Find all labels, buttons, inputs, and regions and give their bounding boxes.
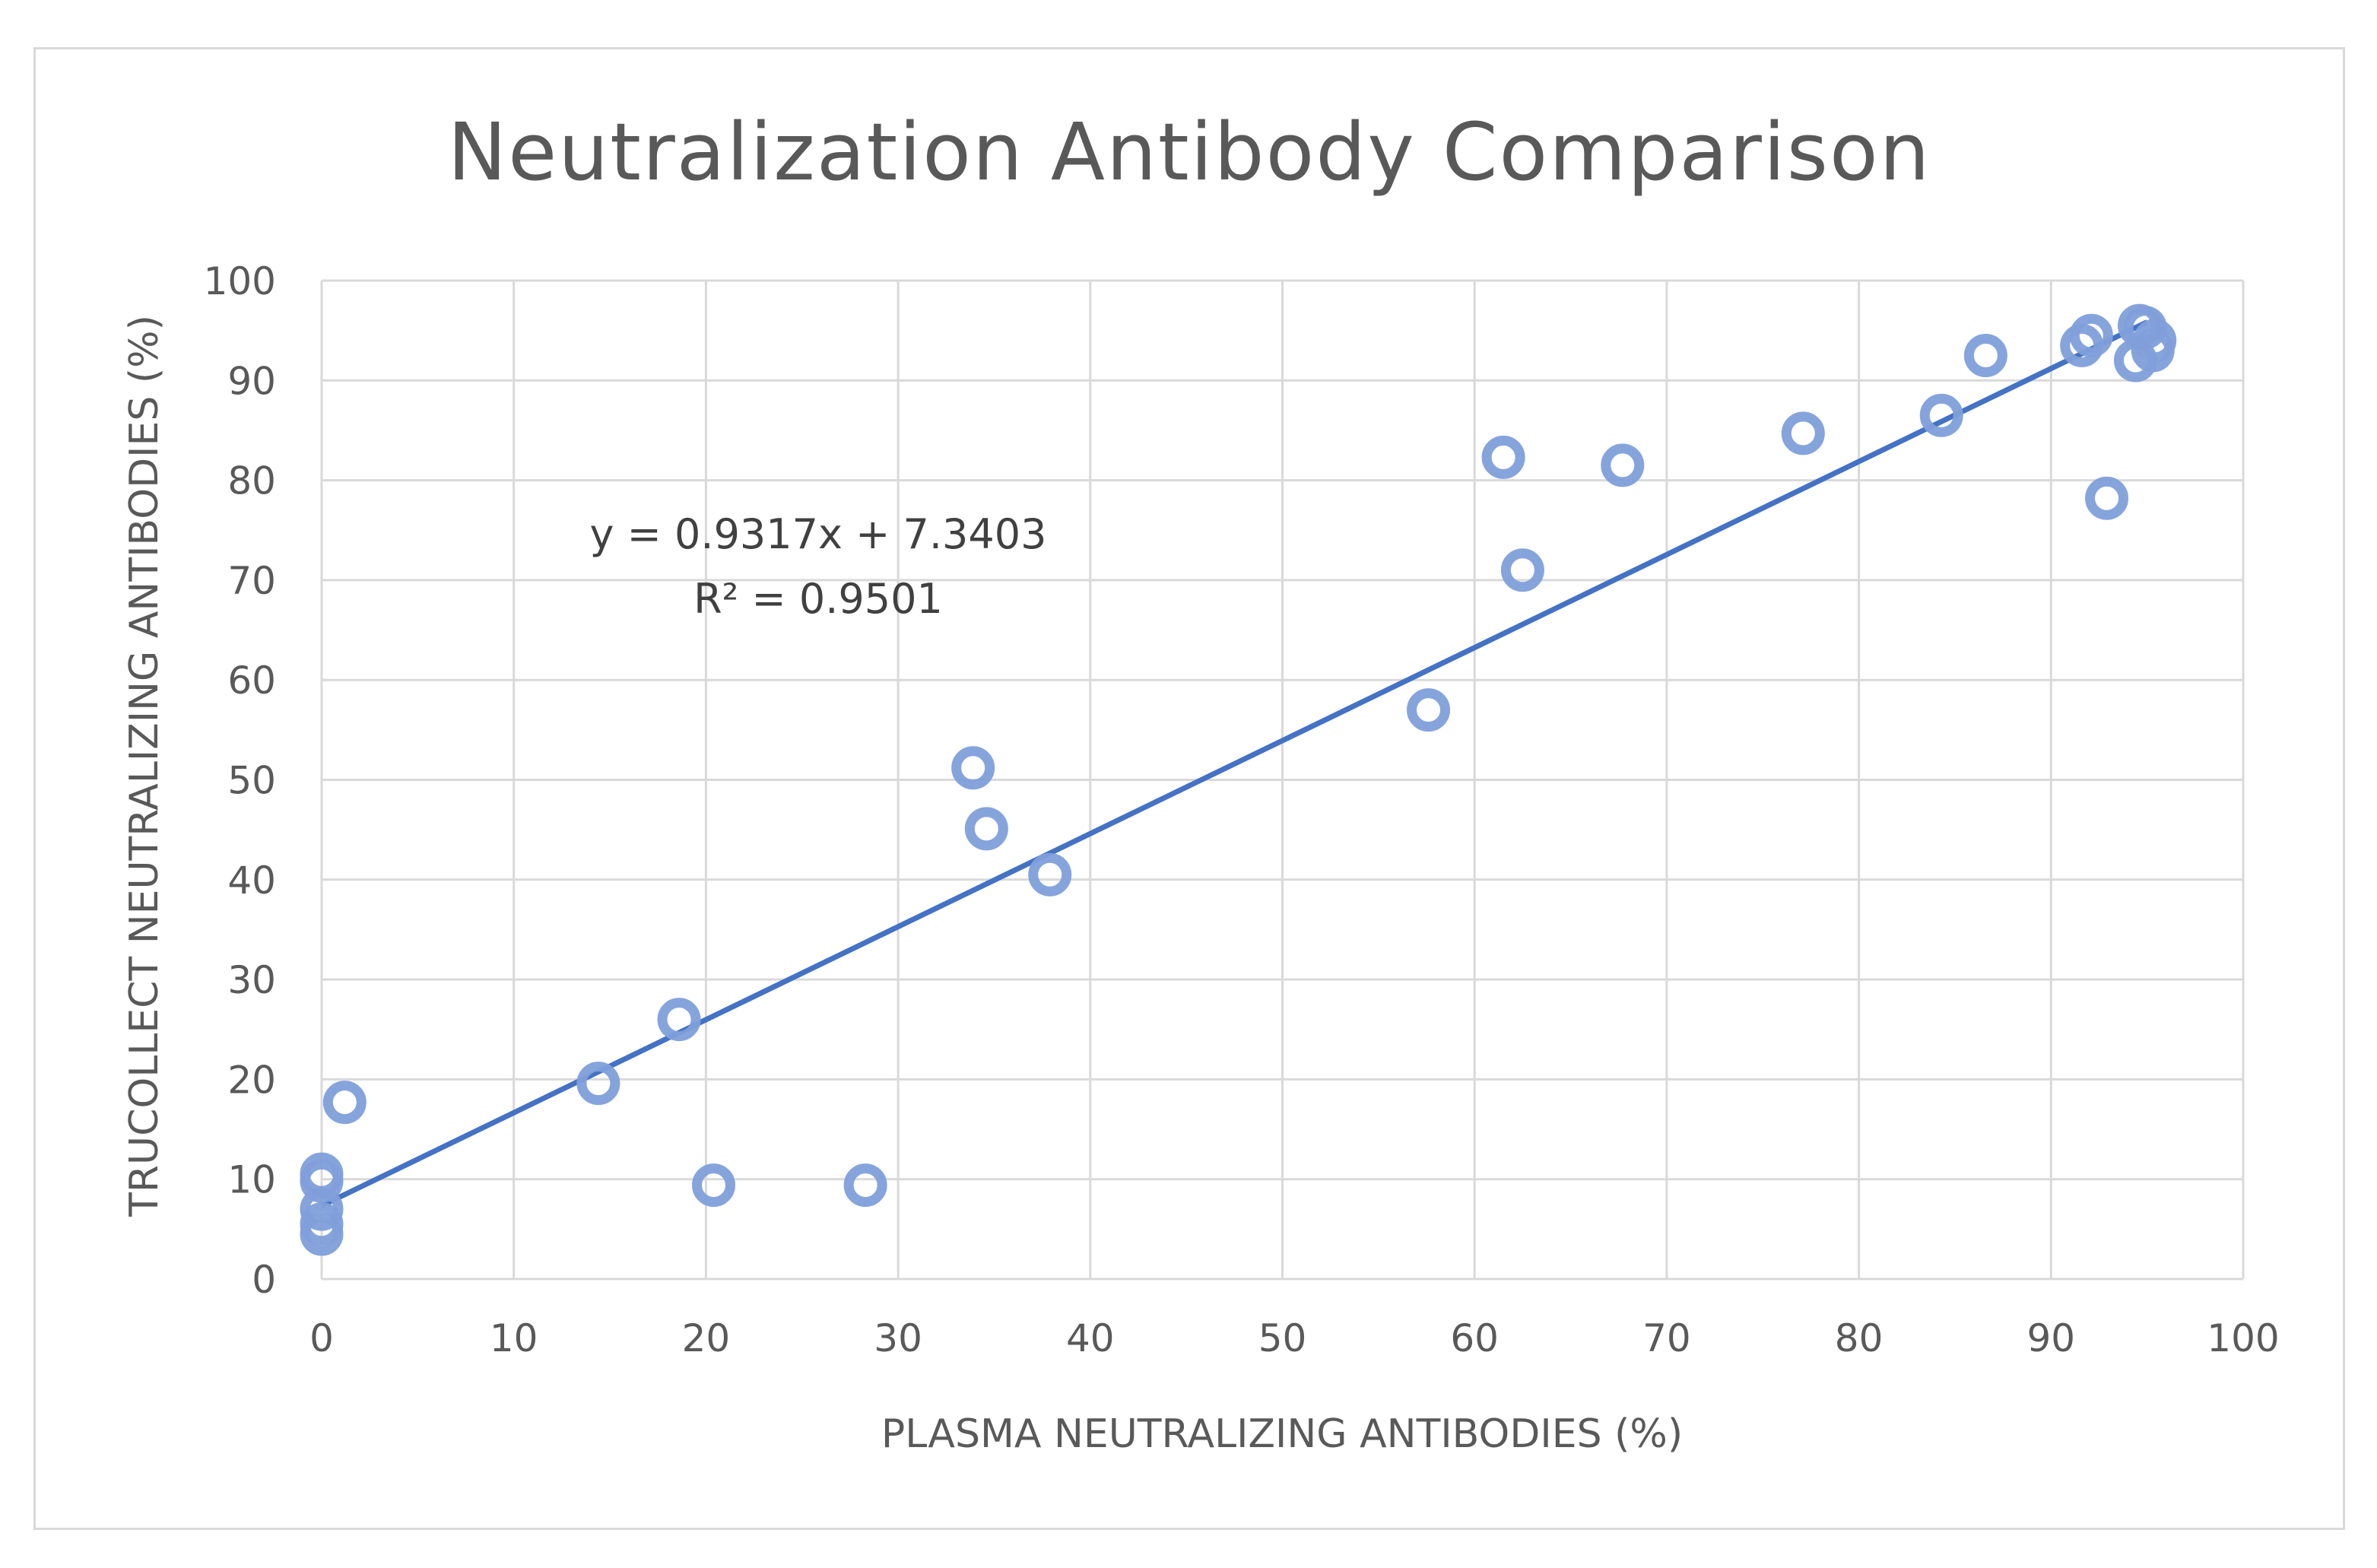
data-point bbox=[1500, 548, 1544, 592]
data-points bbox=[300, 303, 2177, 1256]
data-point bbox=[2085, 476, 2129, 520]
x-tick-label: 40 bbox=[1066, 1316, 1115, 1360]
trendline bbox=[320, 319, 2149, 1208]
data-point bbox=[1781, 411, 1825, 455]
data-point bbox=[300, 1202, 344, 1246]
data-point bbox=[576, 1062, 620, 1106]
y-axis-ticks: 0 10 20 30 40 50 60 70 80 90 100 bbox=[204, 259, 276, 1302]
x-tick-label: 20 bbox=[682, 1316, 731, 1360]
x-tick-label: 90 bbox=[2026, 1316, 2075, 1360]
y-tick-label: 40 bbox=[227, 859, 276, 903]
data-point bbox=[1407, 688, 1451, 732]
trendline-r-squared: R² = 0.9501 bbox=[693, 575, 943, 623]
y-tick-label: 30 bbox=[227, 958, 276, 1002]
data-point bbox=[692, 1163, 736, 1208]
gridlines bbox=[320, 279, 2245, 1281]
data-point bbox=[1963, 333, 2007, 377]
data-point bbox=[1601, 443, 1645, 487]
x-tick-label: 70 bbox=[1642, 1316, 1691, 1360]
data-point bbox=[1919, 393, 1963, 437]
data-point bbox=[2069, 313, 2113, 357]
x-tick-label: 50 bbox=[1258, 1316, 1307, 1360]
chart-title: Neutralization Antibody Comparison bbox=[447, 106, 1931, 198]
x-tick-label: 60 bbox=[1450, 1316, 1499, 1360]
y-tick-label: 0 bbox=[252, 1258, 276, 1302]
x-tick-label: 0 bbox=[309, 1316, 334, 1360]
data-point bbox=[322, 1081, 367, 1125]
data-point bbox=[843, 1163, 887, 1208]
data-point bbox=[951, 746, 995, 790]
data-point bbox=[657, 998, 701, 1042]
data-point bbox=[1481, 435, 1525, 479]
data-point bbox=[964, 807, 1008, 851]
x-axis-title: PLASMA NEUTRALIZING ANTIBODIES (%) bbox=[881, 1411, 1683, 1457]
x-tick-label: 100 bbox=[2207, 1316, 2279, 1360]
y-tick-label: 90 bbox=[227, 359, 276, 403]
x-tick-label: 80 bbox=[1835, 1316, 1884, 1360]
trendline-equation: y = 0.9317x + 7.3403 bbox=[590, 510, 1047, 558]
x-tick-label: 30 bbox=[874, 1316, 922, 1360]
y-tick-label: 80 bbox=[227, 459, 276, 503]
y-tick-label: 10 bbox=[227, 1158, 276, 1202]
data-point bbox=[1028, 852, 1072, 897]
data-point bbox=[300, 1152, 344, 1196]
x-tick-label: 10 bbox=[490, 1316, 538, 1360]
y-tick-label: 50 bbox=[227, 759, 276, 803]
x-axis-ticks: 0 10 20 30 40 50 60 70 80 90 100 bbox=[309, 1316, 2280, 1360]
y-tick-label: 60 bbox=[227, 659, 276, 703]
y-tick-label: 20 bbox=[227, 1058, 276, 1102]
y-axis-title: TRUCOLLECT NEUTRALIZING ANTIBODIES (%) bbox=[122, 315, 167, 1217]
y-tick-label: 100 bbox=[204, 259, 276, 303]
y-tick-label: 70 bbox=[227, 559, 276, 603]
data-point bbox=[2133, 319, 2177, 363]
